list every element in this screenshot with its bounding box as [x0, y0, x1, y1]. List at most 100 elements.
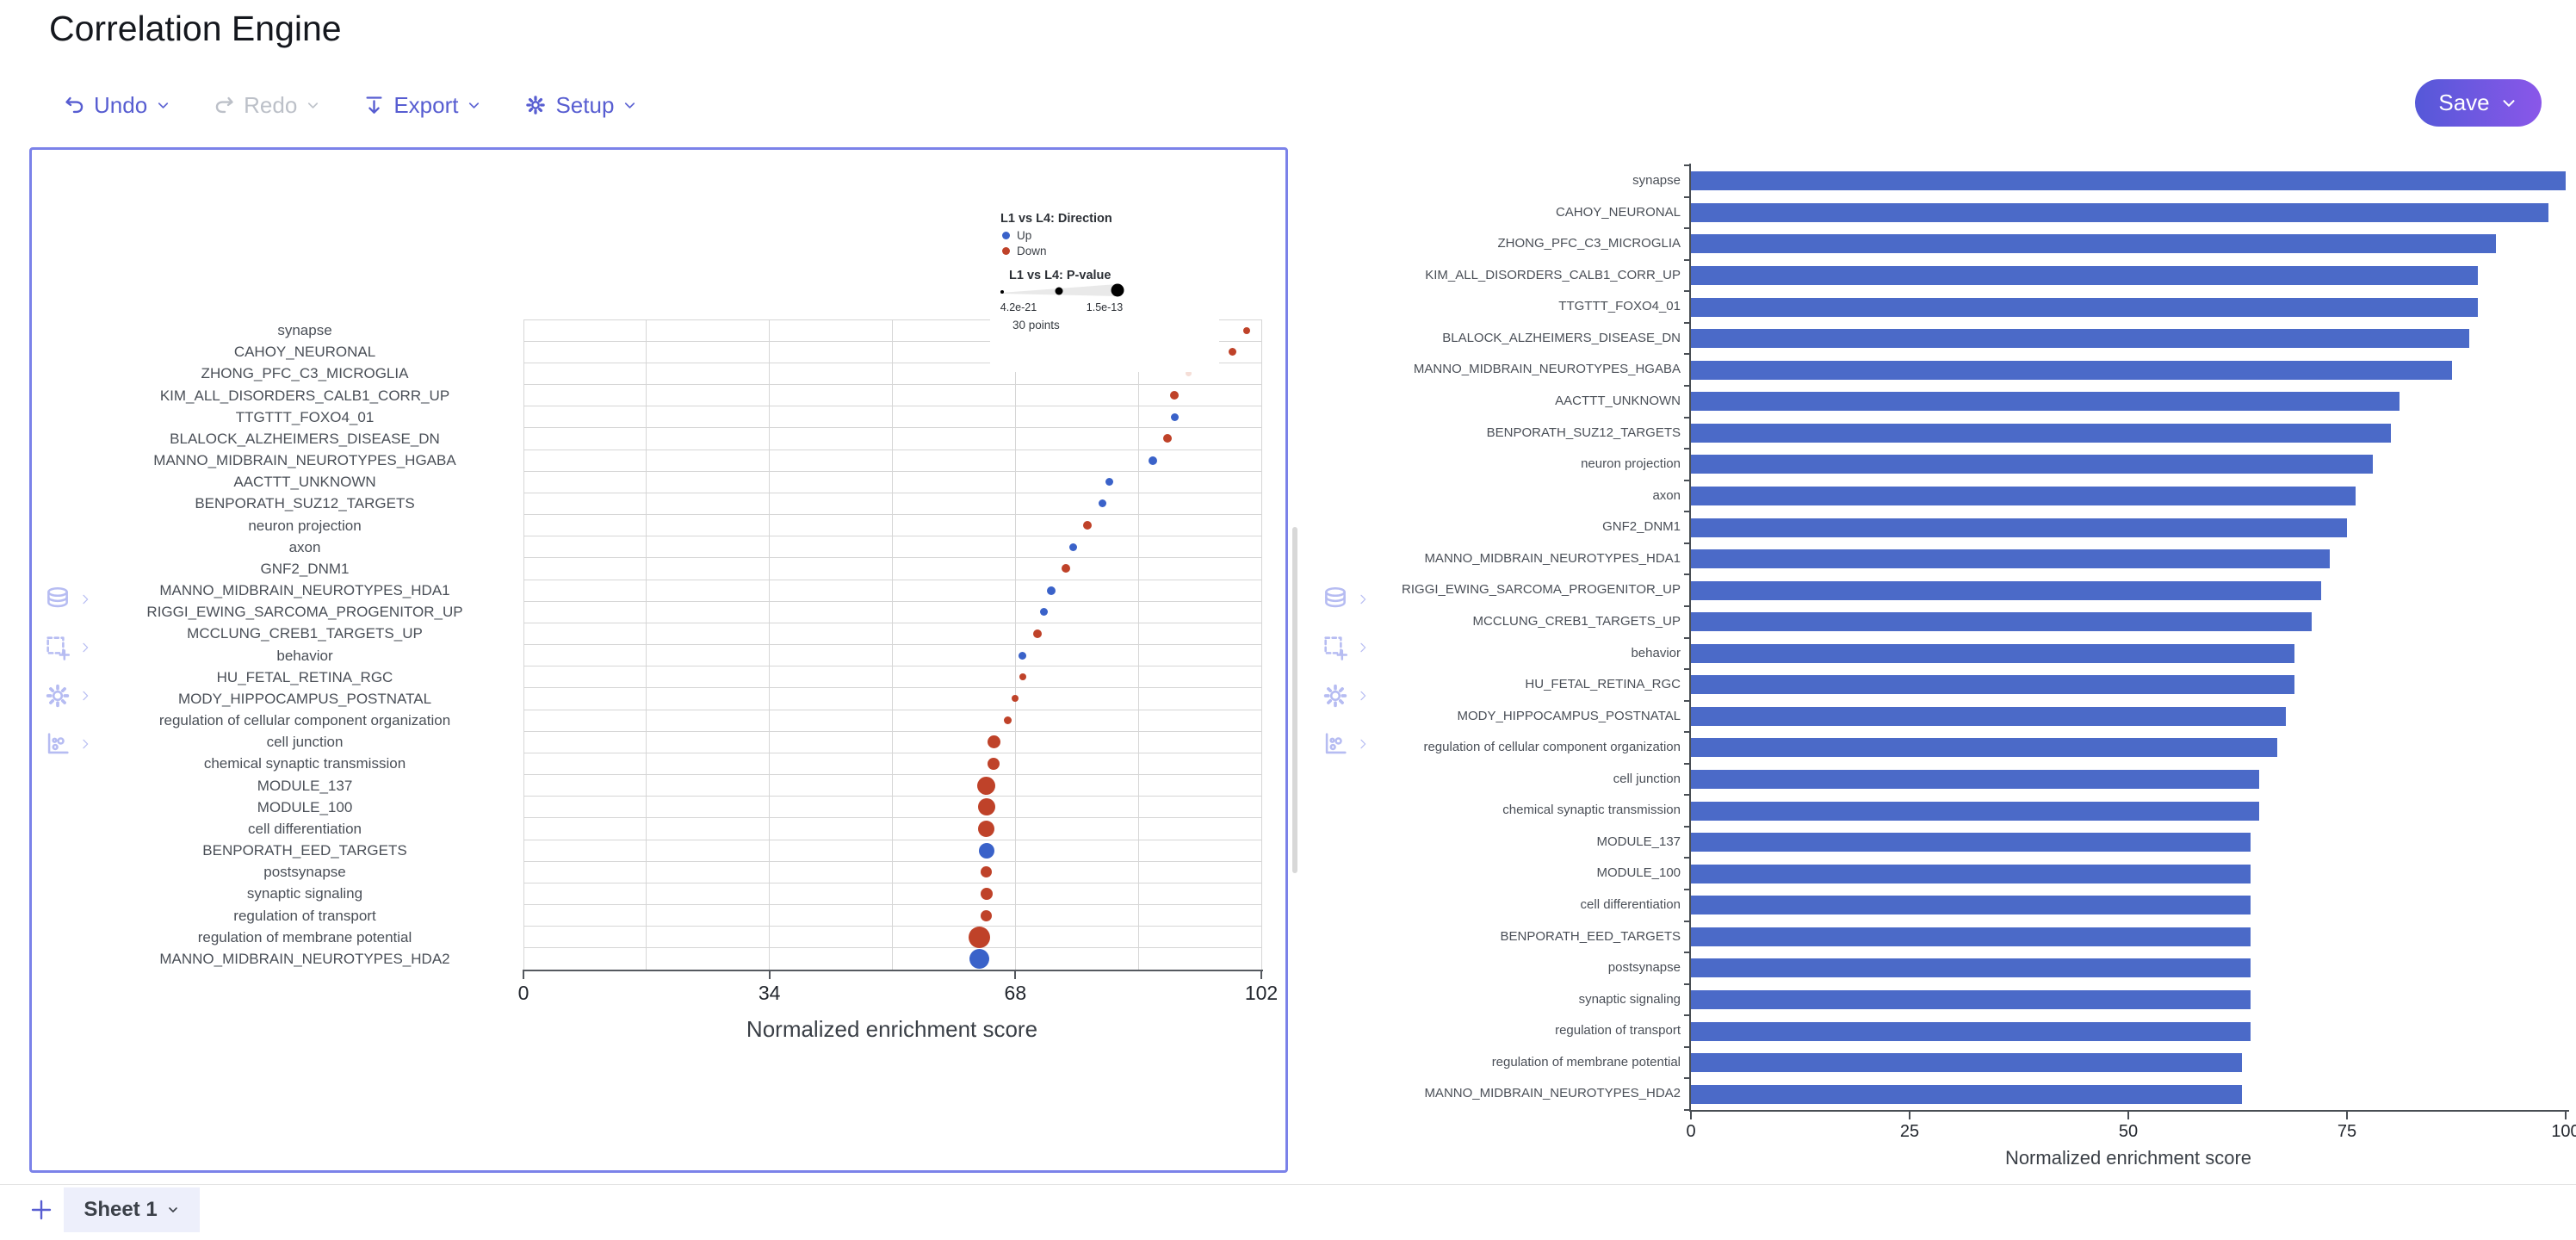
select-area-button[interactable] [43, 630, 103, 665]
dot-down[interactable] [977, 776, 996, 795]
dot-up[interactable] [969, 948, 989, 969]
dot-up[interactable] [1148, 456, 1157, 465]
page-title: Correlation Engine [49, 9, 342, 48]
category-label: BENPORATH_EED_TARGETS [202, 842, 407, 859]
gridline [523, 774, 1261, 775]
dot-down[interactable] [1162, 434, 1172, 443]
x-tick-label: 100 [2551, 1122, 2576, 1141]
gridline [523, 882, 1261, 884]
dot-down[interactable] [988, 757, 1000, 770]
x-tick-label: 50 [2118, 1122, 2139, 1141]
bar[interactable] [1691, 1021, 2251, 1041]
dot-up[interactable] [1069, 542, 1078, 551]
y-tick [1684, 164, 1690, 166]
dot-down[interactable] [1004, 716, 1012, 725]
dot-up[interactable] [1170, 412, 1179, 421]
bar[interactable] [1691, 770, 2260, 790]
dot-down[interactable] [1032, 629, 1042, 638]
dot-down[interactable] [1243, 326, 1251, 334]
bar[interactable] [1691, 801, 2260, 821]
sheet-tab[interactable]: Sheet 1 [64, 1187, 200, 1232]
dot-down[interactable] [1062, 564, 1071, 574]
dot-up[interactable] [1098, 499, 1106, 508]
category-label: CAHOY_NEURONAL [1555, 204, 1681, 220]
settings-button[interactable] [43, 679, 103, 713]
bar[interactable] [1691, 612, 2313, 632]
gear-icon [526, 96, 546, 115]
data-source-button[interactable] [1321, 582, 1381, 617]
dot-down[interactable] [977, 798, 995, 816]
bar[interactable] [1691, 706, 2286, 726]
category-label: MODULE_100 [257, 798, 353, 815]
bar[interactable] [1691, 297, 2479, 317]
chart-type-button[interactable] [1321, 727, 1381, 761]
bar[interactable] [1691, 202, 2548, 222]
dot-down[interactable] [968, 926, 990, 948]
bar[interactable] [1691, 833, 2251, 852]
dot-up[interactable] [1105, 478, 1114, 487]
bar[interactable] [1691, 580, 2321, 600]
bar[interactable] [1691, 675, 2295, 695]
legend-direction-title: L1 vs L4: Direction [1000, 212, 1112, 226]
bar[interactable] [1691, 927, 2251, 946]
undo-button[interactable]: Undo [63, 92, 171, 119]
dot-down[interactable] [980, 887, 993, 900]
bar[interactable] [1691, 486, 2356, 505]
bar[interactable] [1691, 549, 2330, 569]
dot-down[interactable] [1228, 348, 1236, 356]
x-tick [768, 971, 771, 979]
category-label: AACTTT_UNKNOWN [1555, 393, 1681, 408]
bar[interactable] [1691, 643, 2295, 663]
dot-up[interactable] [978, 842, 994, 859]
bar[interactable] [1691, 360, 2452, 380]
dot-down[interactable] [1170, 391, 1180, 400]
sheet-tab-label: Sheet 1 [84, 1198, 158, 1221]
bar[interactable] [1691, 896, 2251, 915]
dot-down[interactable] [987, 735, 1000, 749]
chart-type-button[interactable] [43, 727, 103, 761]
bar[interactable] [1691, 990, 2251, 1010]
gridline [523, 557, 1261, 559]
gear-icon [46, 684, 70, 708]
y-tick [1684, 1077, 1690, 1080]
bar[interactable] [1691, 1084, 2243, 1104]
data-source-button[interactable] [43, 582, 103, 617]
dot-up[interactable] [1019, 651, 1027, 660]
dot-down[interactable] [981, 909, 993, 921]
bar[interactable] [1691, 864, 2251, 884]
setup-button[interactable]: Setup [523, 92, 638, 119]
bar[interactable] [1691, 958, 2251, 978]
chevron-down-icon [308, 102, 319, 108]
gridline [523, 384, 1261, 385]
bar[interactable] [1691, 423, 2391, 443]
dot-up[interactable] [1040, 608, 1049, 617]
bar[interactable] [1691, 738, 2277, 758]
dot-down[interactable] [981, 866, 993, 878]
bar[interactable] [1691, 455, 2374, 474]
barchart-y-axis [1689, 164, 1691, 1110]
dot-down[interactable] [1186, 370, 1192, 377]
legend-down-label: Down [1017, 245, 1047, 257]
redo-button[interactable]: Redo [213, 92, 321, 119]
bar[interactable] [1691, 392, 2400, 412]
bar[interactable] [1691, 171, 2566, 191]
panel-scrollbar[interactable] [1292, 527, 1297, 873]
save-button[interactable]: Save [2415, 79, 2542, 127]
select-area-button[interactable] [1321, 630, 1381, 665]
add-sheet-button[interactable] [26, 1195, 57, 1226]
dot-down[interactable] [1019, 673, 1026, 681]
dot-down[interactable] [978, 820, 995, 837]
bar[interactable] [1691, 265, 2479, 285]
y-tick [1684, 384, 1690, 387]
bar[interactable] [1691, 234, 2496, 254]
export-button[interactable]: Export [362, 92, 482, 119]
category-label: regulation of transport [233, 907, 376, 924]
dot-down[interactable] [1083, 521, 1093, 530]
bar[interactable] [1691, 518, 2347, 537]
bar[interactable] [1691, 329, 2470, 349]
settings-button[interactable] [1321, 679, 1381, 713]
dot-up[interactable] [1047, 586, 1056, 595]
dot-down[interactable] [1012, 695, 1019, 703]
bar[interactable] [1691, 1053, 2243, 1073]
